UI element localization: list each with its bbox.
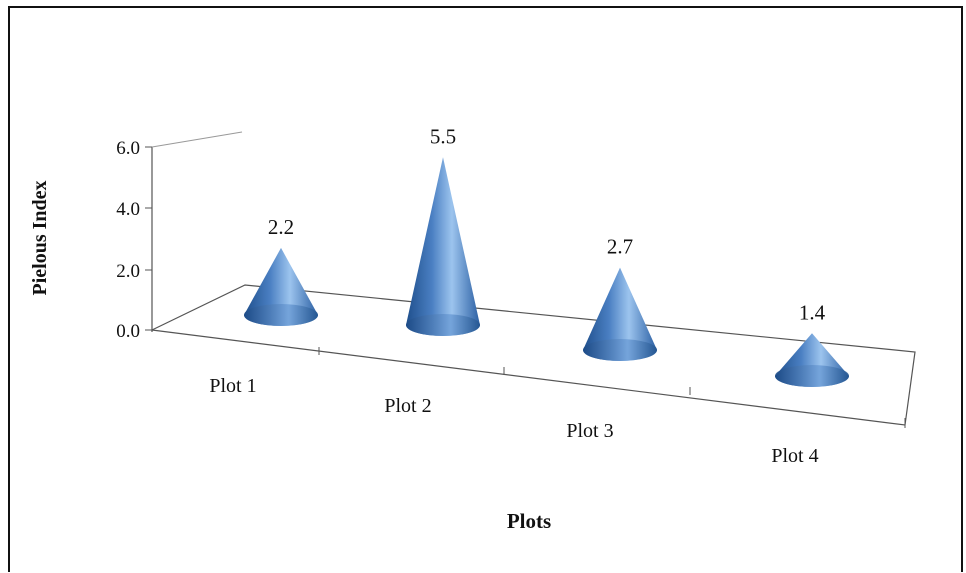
category-labels: Plot 1 Plot 2 Plot 3 Plot 4 — [209, 375, 818, 467]
cone-base — [775, 365, 849, 387]
chart-floor — [149, 284, 916, 426]
y-axis-title: Pielous Index — [29, 180, 51, 295]
cone-mark — [406, 157, 480, 336]
cone-base — [406, 314, 480, 336]
x-axis-ticks — [318, 347, 906, 428]
data-label: 2.2 — [268, 215, 294, 239]
y-tick-label: 0.0 — [116, 321, 140, 342]
data-label: 1.4 — [799, 300, 826, 324]
x-tick-label: Plot 4 — [771, 445, 818, 467]
data-label: 2.7 — [607, 235, 633, 259]
x-axis-title: Plots — [507, 509, 551, 533]
y-axis-ticks — [145, 146, 152, 331]
y-axis-back-top — [151, 131, 243, 148]
y-tick-label: 4.0 — [116, 199, 140, 220]
cone-mark — [583, 267, 657, 361]
data-label: 5.5 — [430, 124, 456, 148]
cone-base — [244, 304, 318, 326]
data-labels: 2.2 5.5 2.7 1.4 — [268, 124, 826, 324]
y-tick-label: 2.0 — [116, 261, 140, 282]
chart-frame — [8, 6, 963, 572]
y-tick-label: 6.0 — [116, 138, 140, 159]
x-tick-label: Plot 2 — [384, 395, 431, 417]
x-tick-label: Plot 3 — [566, 420, 613, 442]
cone-base — [583, 339, 657, 361]
cone-series — [244, 157, 849, 387]
x-tick-label: Plot 1 — [209, 375, 256, 397]
